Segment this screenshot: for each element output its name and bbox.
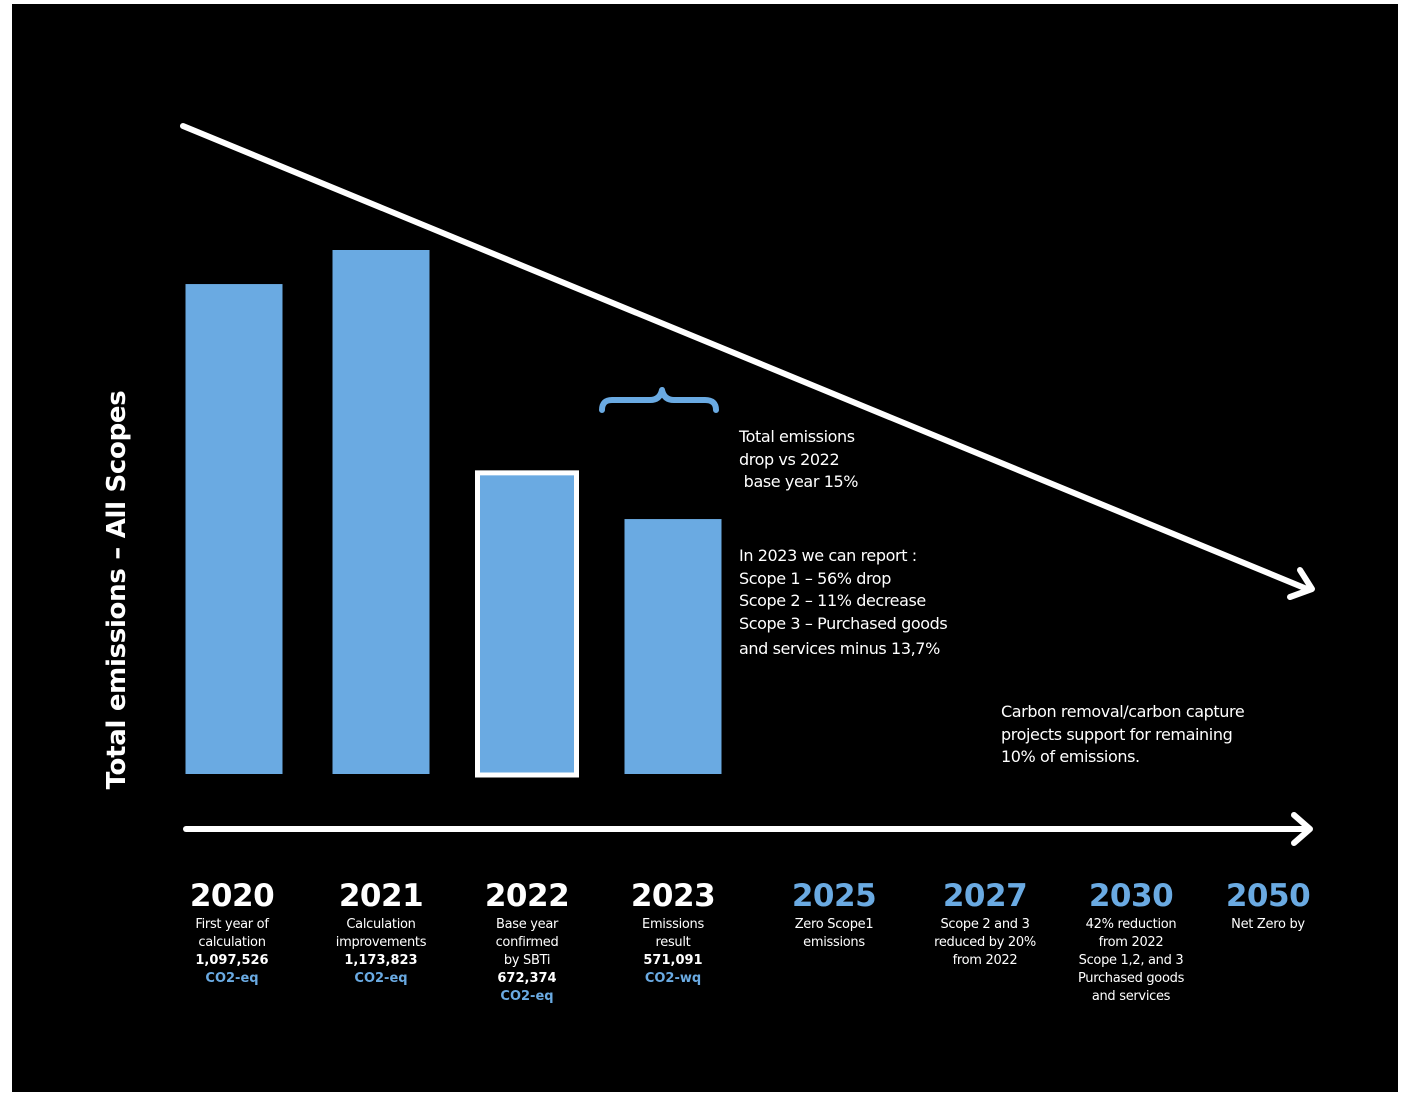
timeline-unit: CO2-eq [500,989,554,1004]
note-line: Scope 3 – Purchased goods [739,613,948,633]
timeline-description-line: emissions [803,935,865,950]
timeline-description-line: Purchased goods [1077,971,1185,986]
note-line: base year 15% [739,472,859,491]
note-carbon-removal: Carbon removal/carbon capture projects s… [1001,701,1245,769]
note-line: In 2023 we can report : [739,546,917,565]
timeline-value: 1,097,526 [195,953,269,968]
timeline-item-2023: 2023 Emissions result 571,091 CO2-wq [598,876,748,988]
trend-arrow [180,123,1315,600]
timeline-description-line: Net Zero by [1231,917,1305,932]
timeline-description-line: Calculation [346,917,416,932]
note-2023-report: In 2023 we can report : Scope 1 – 56% dr… [739,545,948,661]
note-line: Total emissions [739,427,855,446]
bracket-2023 [599,387,719,413]
timeline-description-line: Base year [495,917,559,932]
timeline-description-line: Scope 2 and 3 [940,917,1030,932]
timeline-value: 672,374 [497,971,557,986]
timeline-value: 1,173,823 [344,953,418,968]
timeline-unit: CO2-wq [644,971,702,986]
timeline-unit: CO2-eq [205,971,259,986]
timeline-year: 2021 [338,878,424,914]
timeline-year: 2025 [791,878,877,914]
note-line: 10% of emissions. [1001,747,1140,766]
timeline-description-line: improvements [335,935,427,950]
timeline-description-line: Scope 1,2, and 3 [1078,953,1184,968]
timeline-arrow [183,812,1313,846]
note-total-drop: Total emissions drop vs 2022 base year 1… [739,426,858,494]
bar-outline-2022 [475,470,579,778]
timeline-description-line: and services [1091,989,1171,1004]
timeline-item-2021: 2021 Calculation improvements 1,173,823 CO2-… [306,876,456,988]
timeline-description: Calculation improvements [306,916,456,952]
note-line: and services minus 13,7% [739,639,940,658]
timeline-description-line: from 2022 [952,953,1018,968]
timeline-description: Emissions result [598,916,748,952]
timeline-year: 2022 [484,878,570,914]
timeline-description-line: result [655,935,691,950]
timeline-description: First year of calculation [157,916,307,952]
timeline-description: 42% reduction from 2022 Scope 1,2, and 3 Pu… [1056,916,1206,1006]
timeline-description-line: Emissions [642,917,704,932]
note-line: Scope 2 – 11% decrease [739,591,926,610]
timeline-item-2030: 2030 42% reduction from 2022 Scope 1,2, and… [1056,876,1206,1006]
timeline-year: 2027 [942,878,1028,914]
bar-2022 [478,473,576,774]
timeline-description-line: Zero Scope1 [794,917,874,932]
timeline-year: 2050 [1225,878,1311,914]
timeline-item-2025: 2025 Zero Scope1 emissions [759,876,909,952]
timeline-value: 571,091 [643,953,703,968]
timeline-description-line: confirmed [495,935,559,950]
timeline-description-line: reduced by 20% [934,935,1036,950]
bar-2020 [185,284,283,774]
bar-2023 [624,519,722,774]
timeline-description-line: 42% reduction [1085,917,1177,932]
timeline-year: 2030 [1088,878,1174,914]
timeline-year: 2023 [630,878,716,914]
bar-2021 [332,250,430,774]
y-axis-label: Total emissions – All Scopes [102,390,132,790]
timeline-year: 2020 [189,878,275,914]
note-line: projects support for remaining [1001,724,1233,744]
timeline-item-2022: 2022 Base year confirmed by SBTi 672,374 CO2-… [452,876,602,1006]
timeline-description-line: calculation [198,935,266,950]
timeline-description-line: by SBTi [503,953,551,968]
timeline-item-2027: 2027 Scope 2 and 3 reduced by 20% from 2022 [910,876,1060,970]
note-line: Scope 1 – 56% drop [739,568,891,588]
note-line: drop vs 2022 [739,449,840,469]
timeline-description: Scope 2 and 3 reduced by 20% from 2022 [910,916,1060,970]
timeline-description-line: First year of [195,917,269,932]
timeline-item-2020: 2020 First year of calculation 1,097,526 CO2… [157,876,307,988]
timeline-description-line: from 2022 [1098,935,1164,950]
timeline-description: Net Zero by [1193,916,1343,934]
timeline-description: Base year confirmed by SBTi [452,916,602,970]
timeline-description: Zero Scope1 emissions [759,916,909,952]
timeline-item-2050: 2050 Net Zero by [1193,876,1343,934]
note-line: Carbon removal/carbon capture [1001,702,1245,721]
timeline-unit: CO2-eq [354,971,408,986]
